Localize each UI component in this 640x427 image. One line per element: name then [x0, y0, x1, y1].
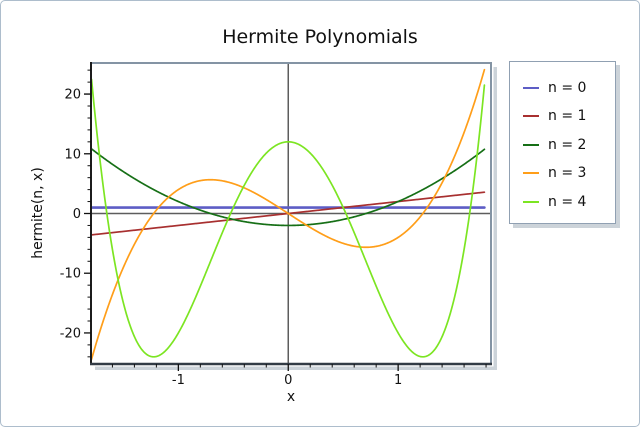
legend-line-swatch — [523, 172, 539, 174]
legend-label: n = 2 — [548, 136, 587, 153]
curve-n=4 — [91, 78, 486, 358]
legend-item: n = 0 — [510, 79, 615, 96]
x-tick-label: -1 — [172, 373, 185, 388]
plot-shadow-right — [493, 67, 497, 370]
plot-shadow-bottom — [95, 366, 497, 370]
y-tick-label: 10 — [64, 147, 81, 162]
legend-label: n = 4 — [548, 193, 587, 210]
legend-label: n = 3 — [548, 165, 587, 181]
legend-label: n = 1 — [548, 108, 587, 124]
y-tick-label: -20 — [60, 326, 81, 341]
legend-item: n = 3 — [510, 165, 615, 182]
curve-n=3 — [91, 68, 486, 361]
legend-line-swatch — [523, 86, 539, 89]
legend-item: n = 2 — [510, 136, 615, 153]
legend-line-swatch — [523, 200, 539, 203]
legend-line-swatch — [523, 143, 539, 146]
curve-n=2 — [91, 148, 486, 227]
x-tick-label: 1 — [394, 373, 402, 388]
y-tick-label: 0 — [73, 207, 81, 222]
curves — [91, 68, 486, 361]
y-tick-label: 20 — [64, 88, 81, 103]
x-tick-label: 0 — [284, 373, 292, 388]
chart-title: Hermite Polynomials — [222, 26, 418, 48]
legend: n = 0 n = 1 n = 2 n = 3 n = 4 — [509, 61, 616, 224]
legend-label: n = 0 — [548, 79, 587, 96]
legend-item: n = 1 — [510, 108, 615, 125]
y-tick-label: -10 — [60, 267, 81, 282]
legend-line-swatch — [523, 115, 539, 117]
x-axis-label: x — [286, 389, 296, 405]
legend-item: n = 4 — [510, 193, 615, 210]
